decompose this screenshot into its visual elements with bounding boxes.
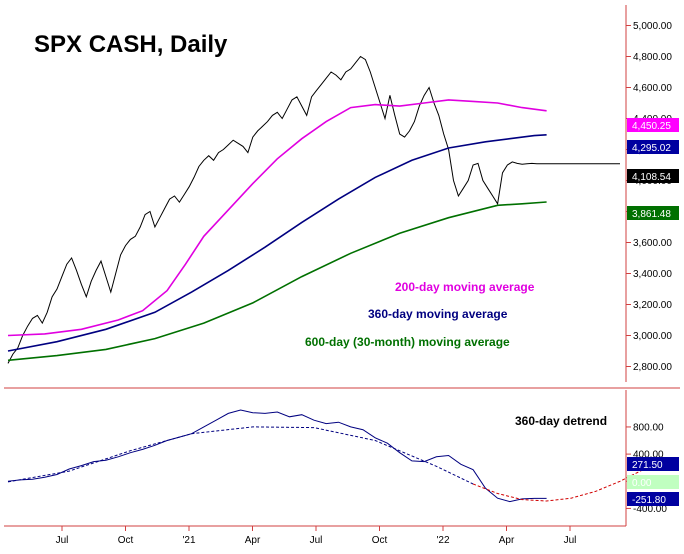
x-tick-label: '21 — [182, 535, 195, 546]
detrend-panel: 360-day detrend -400.000.00400.00800.00 … — [7, 390, 679, 526]
detrend-line-2 — [472, 468, 645, 502]
x-tick-label: Apr — [245, 535, 261, 546]
main-y-tick-label: 4,600.00 — [633, 83, 672, 94]
badge-200-day: 4,450.25 — [627, 118, 679, 132]
detrend-y-tick-label: -400.00 — [633, 504, 667, 515]
badge-200-day-label: 4,450.25 — [632, 121, 671, 132]
badge-detrend-lower-bg — [627, 492, 679, 506]
x-tick-label: Jul — [310, 535, 323, 546]
series-line-spx — [7, 55, 620, 364]
x-tick-label: Apr — [499, 535, 515, 546]
badge-360-day-label: 4,295.02 — [632, 143, 671, 154]
main-y-tick-label: 3,400.00 — [633, 269, 672, 280]
badge-360-day-bg — [627, 140, 679, 154]
main-y-tick-label: 5,000.00 — [633, 21, 672, 32]
annotation-600-day: 600-day (30-month) moving average — [305, 335, 510, 349]
badge-detrend-lower-label: -251.80 — [632, 495, 666, 506]
annotation-360-day: 360-day moving average — [368, 307, 508, 321]
badge-600-day: 3,861.48 — [627, 206, 679, 220]
badge-detrend-zero-bg — [627, 475, 679, 489]
badge-detrend-lower: -251.80 — [627, 492, 679, 506]
badge-200-day-bg — [627, 118, 679, 132]
main-panel: SPX CASH, Daily 200-day moving average 3… — [7, 5, 679, 382]
badge-detrend-zero-label: 0.00 — [632, 478, 652, 489]
badge-detrend-zero: 0.00 — [627, 475, 679, 489]
badge-detrend-upper: 271.50 — [627, 457, 679, 471]
main-y-tick-label: 2,800.00 — [633, 362, 672, 373]
detrend-y-tick-label: 800.00 — [633, 422, 664, 433]
series-line-ma-1 — [7, 99, 547, 337]
badge-spx-label: 4,108.54 — [632, 172, 671, 183]
series-line-ma-2 — [7, 134, 547, 352]
series-line-ma-3 — [7, 201, 547, 362]
detrend-y-tick-label: 400.00 — [633, 450, 664, 461]
detrend-line-1 — [7, 426, 474, 485]
x-ticks: Jul Oct '21 Apr Jul Oct '22 Apr Jul — [56, 526, 577, 546]
badge-360-day: 4,295.02 — [627, 140, 679, 154]
x-tick-label: Jul — [564, 535, 577, 546]
badge-spx: 4,108.54 — [627, 169, 679, 183]
main-y-tick-label: 3,000.00 — [633, 331, 672, 342]
badge-spx-bg — [627, 169, 679, 183]
x-tick-label: '22 — [436, 535, 449, 546]
badge-detrend-upper-label: 271.50 — [632, 460, 663, 471]
annotation-detrend: 360-day detrend — [515, 414, 607, 428]
main-y-tick-label: 3,600.00 — [633, 238, 672, 249]
x-tick-label: Jul — [56, 535, 69, 546]
main-series-group — [7, 55, 620, 364]
badge-600-day-label: 3,861.48 — [632, 209, 671, 220]
detrend-series-group — [7, 409, 645, 503]
main-y-tick-label: 3,200.00 — [633, 300, 672, 311]
badge-600-day-bg — [627, 206, 679, 220]
chart-title: SPX CASH, Daily — [34, 31, 228, 58]
x-tick-label: Oct — [372, 535, 388, 546]
annotation-200-day: 200-day moving average — [395, 280, 535, 294]
x-tick-label: Oct — [118, 535, 134, 546]
badge-detrend-upper-bg — [627, 457, 679, 471]
main-y-tick-label: 4,800.00 — [633, 52, 672, 63]
